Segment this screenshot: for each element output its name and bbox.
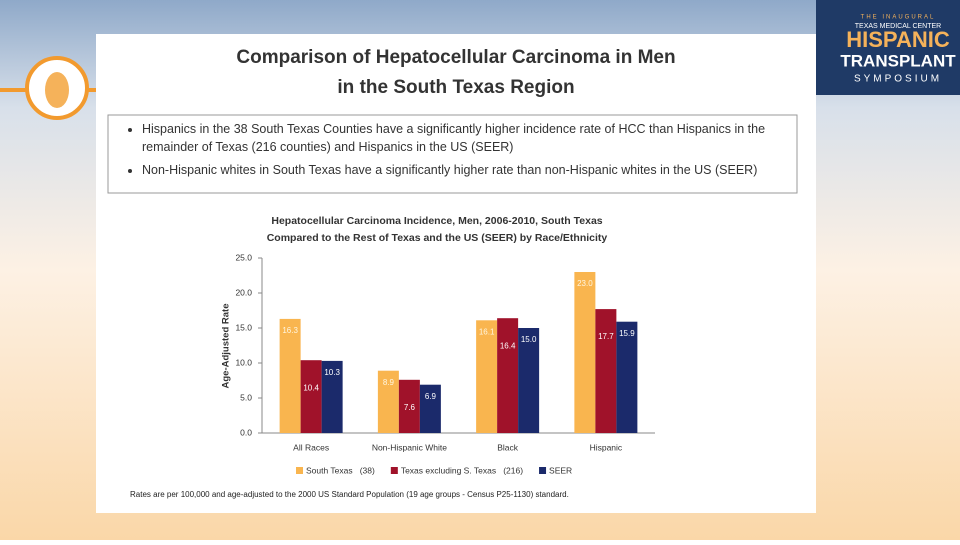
bar — [616, 321, 638, 433]
slide-title: in the South Texas Region — [337, 77, 574, 98]
legend-swatch — [390, 467, 398, 474]
value-label: 7.6 — [404, 403, 416, 412]
y-tick-label: 25.0 — [235, 252, 252, 262]
y-axis-label: Age-Adjusted Rate — [221, 304, 232, 389]
bar — [476, 320, 498, 433]
bar — [398, 379, 420, 433]
x-tick-label: Black — [497, 442, 519, 452]
logo-text: TRANSPLANT — [840, 51, 956, 70]
legend-label: SEER — [549, 465, 572, 475]
bar — [279, 318, 301, 433]
y-tick-label: 10.0 — [235, 357, 252, 367]
value-label: 6.9 — [425, 392, 437, 401]
legend-label: South Texas (38) — [306, 465, 375, 475]
y-tick-label: 20.0 — [235, 287, 252, 297]
logo-figure — [45, 72, 69, 108]
content-panel — [96, 34, 816, 513]
logo-text: SYMPOSIUM — [854, 74, 942, 85]
bullet: Hispanics in the 38 South Texas Counties… — [142, 120, 794, 156]
value-label: 16.4 — [500, 341, 516, 350]
y-tick-label: 5.0 — [240, 392, 252, 402]
x-tick-label: Non-Hispanic White — [372, 442, 447, 452]
y-tick-label: 15.0 — [235, 322, 252, 332]
logo-text: THE INAUGURAL — [861, 15, 936, 21]
legend-swatch — [296, 467, 303, 474]
bar — [300, 360, 322, 433]
bar — [518, 328, 540, 433]
value-label: 16.1 — [479, 327, 495, 336]
bullet: Non-Hispanic whites in South Texas have … — [142, 161, 794, 179]
legend-swatch — [539, 467, 547, 474]
bullet-box — [107, 114, 798, 194]
value-label: 17.7 — [598, 332, 614, 341]
value-label: 15.9 — [619, 329, 635, 338]
y-tick-label: 0.0 — [240, 427, 252, 437]
x-tick-label: Hispanic — [590, 442, 623, 452]
logo-box — [816, 0, 960, 95]
bullet-list: Hispanics in the 38 South Texas Counties… — [112, 120, 794, 179]
bar — [377, 370, 399, 433]
bar — [419, 384, 441, 433]
logo-text: TEXAS MEDICAL CENTER — [855, 23, 941, 30]
bar — [574, 272, 596, 433]
chart-title: Compared to the Rest of Texas and the US… — [267, 232, 608, 244]
bullets: Hispanics in the 38 South Texas Counties… — [112, 120, 794, 192]
value-label: 10.3 — [324, 368, 340, 377]
bar — [497, 318, 519, 433]
value-label: 16.3 — [282, 326, 298, 335]
bar — [595, 309, 617, 433]
value-label: 8.9 — [383, 378, 395, 387]
value-label: 15.0 — [521, 335, 537, 344]
bar — [321, 360, 343, 433]
chart: 0.0 5.0 10.0 15.0 20.0 25.0 All Races 16.3 10.4 1… — [235, 252, 655, 475]
chart-title: Hepatocellular Carcinoma Incidence, Men,… — [271, 215, 602, 227]
logo-text: HISPANIC — [846, 27, 950, 52]
slide-title: Comparison of Hepatocellular Carcinoma i… — [236, 47, 675, 68]
footnote: Rates are per 100,000 and age-adjusted t… — [130, 490, 569, 499]
legend-label: Texas excluding S. Texas (216) — [401, 465, 523, 475]
value-label: 23.0 — [577, 279, 593, 288]
value-label: 10.4 — [303, 383, 319, 392]
x-tick-label: All Races — [293, 442, 329, 452]
